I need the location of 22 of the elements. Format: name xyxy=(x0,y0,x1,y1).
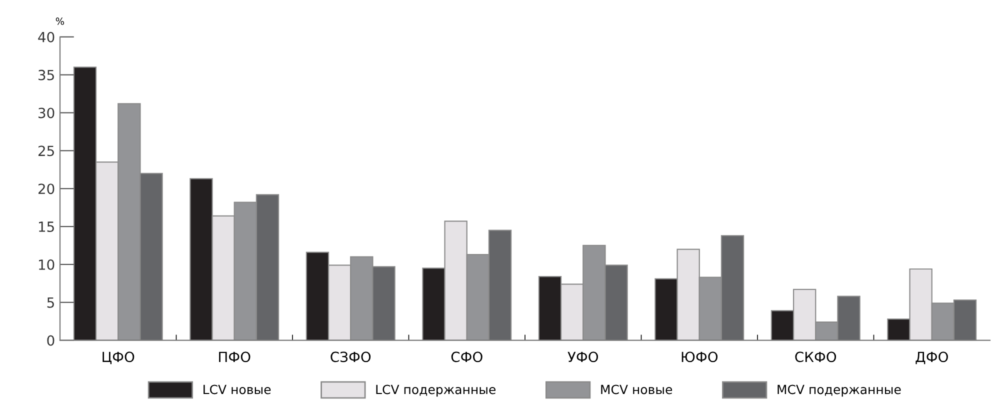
x-tick-label: СФО xyxy=(451,352,482,362)
y-tick-label: 25 xyxy=(38,146,54,156)
legend-label: LCV новые xyxy=(204,384,271,394)
y-tick-label: 35 xyxy=(38,70,54,80)
y-tick-label: 20 xyxy=(38,184,54,194)
y-tick-label: 0 xyxy=(47,335,54,346)
x-tick-label: СКФО xyxy=(795,352,836,362)
legend-label: LCV подержанные xyxy=(376,384,496,397)
y-tick-label: 30 xyxy=(38,108,54,118)
y-tick-label: 5 xyxy=(47,298,54,308)
x-tick-label: СЗФО xyxy=(330,352,371,362)
x-tick-label: ЮФО xyxy=(682,352,718,362)
x-tick-label: УФО xyxy=(568,352,598,362)
y-tick-label: 10 xyxy=(38,259,54,270)
y-axis-title: % xyxy=(56,18,64,25)
y-tick-label: 15 xyxy=(38,222,54,232)
x-tick-label: ПФО xyxy=(219,352,250,362)
x-tick-label: ЦФО xyxy=(102,352,134,364)
x-tick-label: ДФО xyxy=(916,352,948,364)
y-tick-label: 40 xyxy=(38,32,54,42)
legend-label: MCV новые xyxy=(601,384,672,394)
legend-label: MCV подержанные xyxy=(778,384,901,397)
